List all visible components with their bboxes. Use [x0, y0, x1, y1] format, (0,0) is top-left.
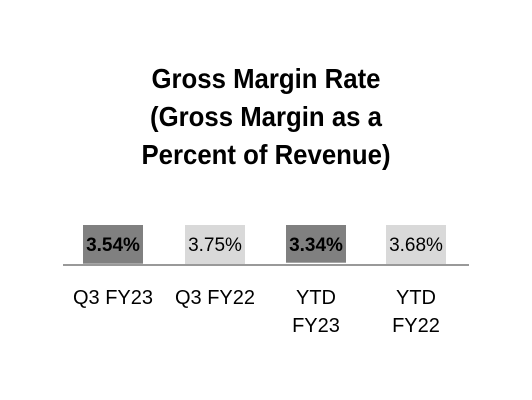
chart-title: Gross Margin Rate (Gross Margin as a Per…: [21, 60, 510, 174]
value-label-3: 3.34%: [289, 235, 343, 256]
value-label-1: 3.54%: [86, 235, 140, 256]
category-label-4-line-1: YTD: [396, 287, 436, 309]
category-label-4-line-2: FY22: [392, 315, 440, 337]
category-label-2: Q3 FY22: [160, 284, 270, 312]
category-label-1-line-1: Q3 FY23: [72, 287, 154, 309]
category-label-3: YTD FY23: [261, 284, 371, 340]
bar-3: [286, 225, 346, 263]
bar-4: [386, 225, 446, 265]
category-label-2-line-1: Q3 FY22: [174, 287, 256, 309]
bar-2: [185, 225, 245, 265]
category-label-3-line-1: YTD: [296, 287, 336, 309]
category-label-3-line-2: FY23: [292, 315, 340, 337]
value-label-2: 3.75%: [188, 235, 242, 256]
chart-title-line-3: Percent of Revenue): [141, 139, 391, 170]
bar-1: [83, 225, 143, 264]
chart-title-line-2: (Gross Margin as a: [150, 101, 382, 132]
chart-title-line-1: Gross Margin Rate: [151, 63, 381, 94]
value-label-4: 3.68%: [389, 235, 443, 256]
category-label-4: YTD FY22: [361, 284, 471, 340]
category-label-1: Q3 FY23: [58, 284, 168, 312]
